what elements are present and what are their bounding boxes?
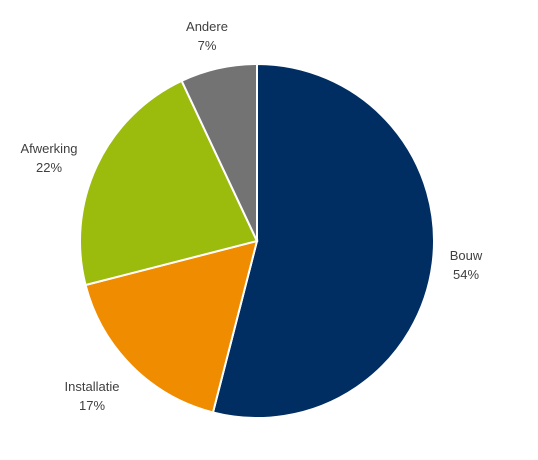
data-label-installatie: Installatie 17% [65, 379, 120, 413]
data-label-category: Installatie [65, 379, 120, 394]
pie-slice-bouw [211, 62, 435, 419]
pie-slice-installatie [84, 239, 259, 414]
data-label-value: 7% [198, 38, 217, 53]
data-label-andere: Andere 7% [186, 19, 228, 53]
pie-slice-andere [180, 62, 258, 242]
data-label-category: Afwerking [20, 141, 77, 156]
pie-labels: Bouw 54% Installatie 17% Afwerking 22% Andere 7… [20, 19, 482, 413]
data-label-afwerking: Afwerking 22% [20, 141, 77, 175]
data-label-value: 22% [36, 160, 62, 175]
pie-slice-afwerking [79, 79, 259, 287]
data-label-category: Andere [186, 19, 228, 34]
pie-slices [79, 62, 435, 419]
data-label-category: Bouw [450, 248, 483, 263]
data-label-bouw: Bouw 54% [450, 248, 483, 282]
data-label-value: 54% [453, 267, 479, 282]
data-label-value: 17% [79, 398, 105, 413]
